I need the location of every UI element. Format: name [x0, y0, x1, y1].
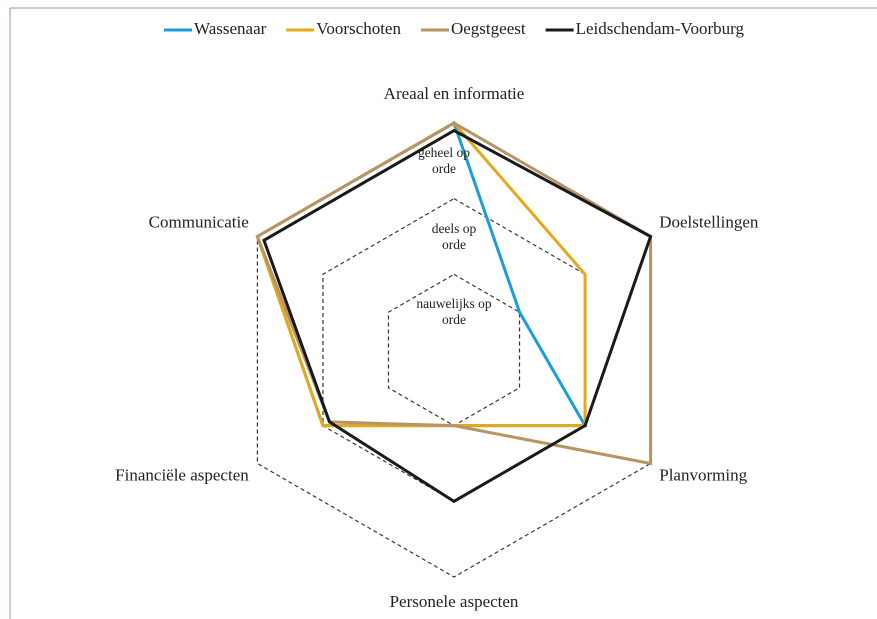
legend-label: Leidschendam-Voorburg: [576, 19, 745, 38]
ring-label: deels op orde: [431, 220, 477, 252]
legend-label: Wassenaar: [194, 19, 267, 38]
ring-label: nauwelijks op orde: [416, 296, 492, 328]
axis-label: Personele aspecten: [390, 592, 519, 611]
axis-label: Doelstellingen: [659, 212, 759, 231]
series-line: [262, 128, 653, 504]
axis-label: Financiële aspecten: [115, 465, 249, 484]
axis-label: Areaal en informatie: [384, 84, 525, 103]
axis-label: Communicatie: [149, 212, 249, 231]
grid-ring: [256, 122, 652, 578]
legend-label: Voorschoten: [316, 19, 401, 38]
ring-label: geheel op orde: [417, 145, 471, 176]
axis-label: Planvorming: [659, 465, 747, 484]
grid-ring: [322, 197, 586, 503]
legend-label: Oegstgeest: [451, 19, 526, 38]
